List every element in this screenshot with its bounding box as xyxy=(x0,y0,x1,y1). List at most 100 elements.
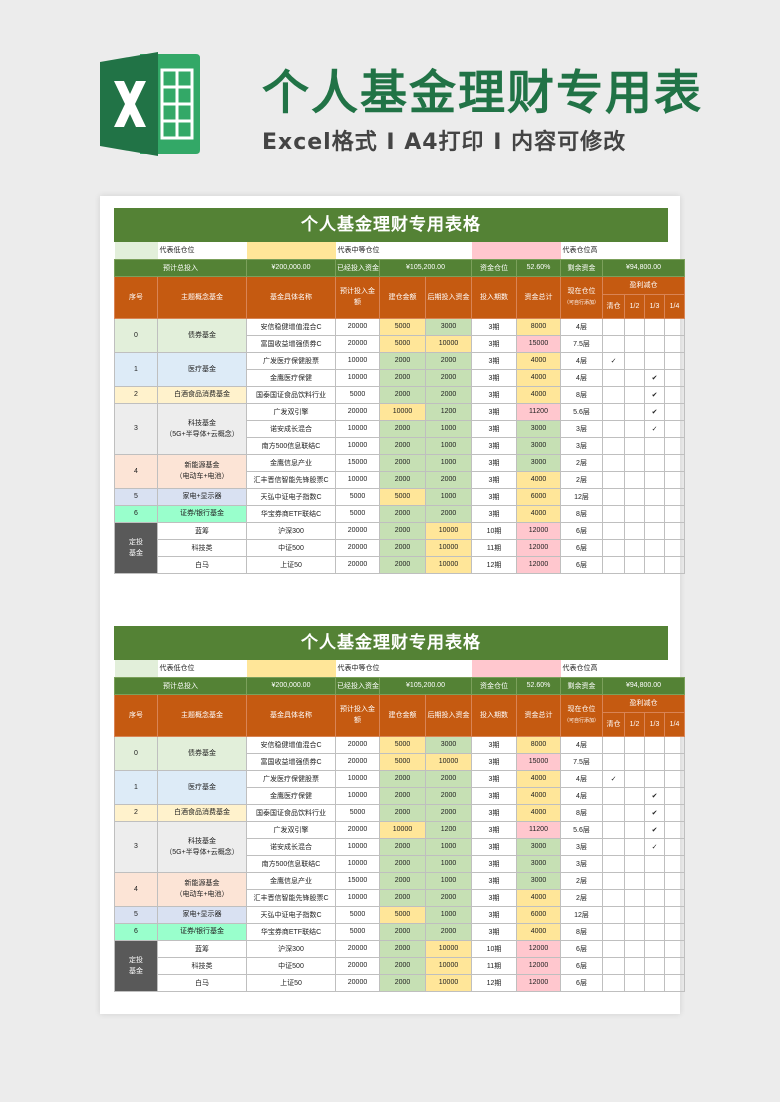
check-quarter[interactable] xyxy=(663,905,686,924)
check-half[interactable] xyxy=(624,351,645,370)
check-quarter[interactable] xyxy=(663,735,686,754)
check-quarter[interactable] xyxy=(663,837,686,856)
check-full[interactable] xyxy=(602,888,625,907)
check-full[interactable] xyxy=(602,820,625,839)
check-full[interactable] xyxy=(602,317,625,336)
check-quarter[interactable] xyxy=(663,470,686,489)
check-full[interactable] xyxy=(602,368,625,387)
check-quarter[interactable] xyxy=(663,368,686,387)
check-half[interactable] xyxy=(624,939,645,958)
check-third[interactable] xyxy=(644,769,665,788)
check-full[interactable] xyxy=(602,854,625,873)
check-quarter[interactable] xyxy=(663,939,686,958)
check-half[interactable] xyxy=(624,436,645,455)
check-full[interactable] xyxy=(602,735,625,754)
check-third[interactable]: ✓ xyxy=(644,837,665,856)
check-full[interactable] xyxy=(602,752,625,771)
check-quarter[interactable] xyxy=(663,820,686,839)
check-third[interactable] xyxy=(644,888,665,907)
check-quarter[interactable] xyxy=(663,555,686,574)
check-full[interactable] xyxy=(602,402,625,421)
check-third[interactable]: ✓ xyxy=(644,419,665,438)
check-half[interactable] xyxy=(624,317,645,336)
check-full[interactable] xyxy=(602,871,625,890)
check-half[interactable] xyxy=(624,752,645,771)
check-full[interactable] xyxy=(602,837,625,856)
check-quarter[interactable] xyxy=(663,487,686,506)
check-full[interactable]: ✓ xyxy=(602,351,625,370)
check-third[interactable] xyxy=(644,752,665,771)
check-full[interactable] xyxy=(602,956,625,975)
check-half[interactable] xyxy=(624,854,645,873)
check-quarter[interactable] xyxy=(663,538,686,557)
check-third[interactable] xyxy=(644,871,665,890)
check-quarter[interactable] xyxy=(663,385,686,404)
check-third[interactable] xyxy=(644,538,665,557)
check-full[interactable] xyxy=(602,504,625,523)
check-half[interactable] xyxy=(624,973,645,992)
check-quarter[interactable] xyxy=(663,786,686,805)
check-half[interactable] xyxy=(624,905,645,924)
check-third[interactable]: ✔ xyxy=(644,385,665,404)
check-third[interactable] xyxy=(644,487,665,506)
check-full[interactable] xyxy=(602,555,625,574)
check-quarter[interactable] xyxy=(663,419,686,438)
check-quarter[interactable] xyxy=(663,973,686,992)
check-third[interactable] xyxy=(644,317,665,336)
check-full[interactable] xyxy=(602,922,625,941)
check-full[interactable]: ✓ xyxy=(602,769,625,788)
check-half[interactable] xyxy=(624,419,645,438)
check-third[interactable] xyxy=(644,470,665,489)
check-half[interactable] xyxy=(624,803,645,822)
check-half[interactable] xyxy=(624,334,645,353)
check-full[interactable] xyxy=(602,521,625,540)
check-half[interactable] xyxy=(624,368,645,387)
check-half[interactable] xyxy=(624,453,645,472)
check-half[interactable] xyxy=(624,555,645,574)
check-quarter[interactable] xyxy=(663,956,686,975)
check-full[interactable] xyxy=(602,538,625,557)
check-quarter[interactable] xyxy=(663,453,686,472)
check-third[interactable] xyxy=(644,956,665,975)
check-full[interactable] xyxy=(602,487,625,506)
check-quarter[interactable] xyxy=(663,888,686,907)
check-third[interactable] xyxy=(644,436,665,455)
check-full[interactable] xyxy=(602,803,625,822)
check-third[interactable] xyxy=(644,939,665,958)
check-full[interactable] xyxy=(602,470,625,489)
check-quarter[interactable] xyxy=(663,521,686,540)
check-half[interactable] xyxy=(624,521,645,540)
check-quarter[interactable] xyxy=(663,854,686,873)
check-third[interactable] xyxy=(644,922,665,941)
check-third[interactable] xyxy=(644,973,665,992)
check-full[interactable] xyxy=(602,385,625,404)
check-quarter[interactable] xyxy=(663,922,686,941)
check-half[interactable] xyxy=(624,922,645,941)
check-third[interactable]: ✔ xyxy=(644,402,665,421)
check-full[interactable] xyxy=(602,939,625,958)
check-half[interactable] xyxy=(624,769,645,788)
check-half[interactable] xyxy=(624,786,645,805)
check-third[interactable] xyxy=(644,334,665,353)
check-quarter[interactable] xyxy=(663,803,686,822)
check-third[interactable] xyxy=(644,453,665,472)
check-full[interactable] xyxy=(602,419,625,438)
check-full[interactable] xyxy=(602,436,625,455)
check-full[interactable] xyxy=(602,973,625,992)
check-half[interactable] xyxy=(624,888,645,907)
check-half[interactable] xyxy=(624,385,645,404)
check-half[interactable] xyxy=(624,735,645,754)
check-third[interactable] xyxy=(644,351,665,370)
check-quarter[interactable] xyxy=(663,752,686,771)
check-half[interactable] xyxy=(624,837,645,856)
check-half[interactable] xyxy=(624,820,645,839)
check-half[interactable] xyxy=(624,402,645,421)
check-third[interactable]: ✔ xyxy=(644,786,665,805)
check-third[interactable] xyxy=(644,504,665,523)
check-quarter[interactable] xyxy=(663,504,686,523)
check-half[interactable] xyxy=(624,487,645,506)
check-third[interactable] xyxy=(644,735,665,754)
check-half[interactable] xyxy=(624,956,645,975)
check-quarter[interactable] xyxy=(663,871,686,890)
check-quarter[interactable] xyxy=(663,436,686,455)
